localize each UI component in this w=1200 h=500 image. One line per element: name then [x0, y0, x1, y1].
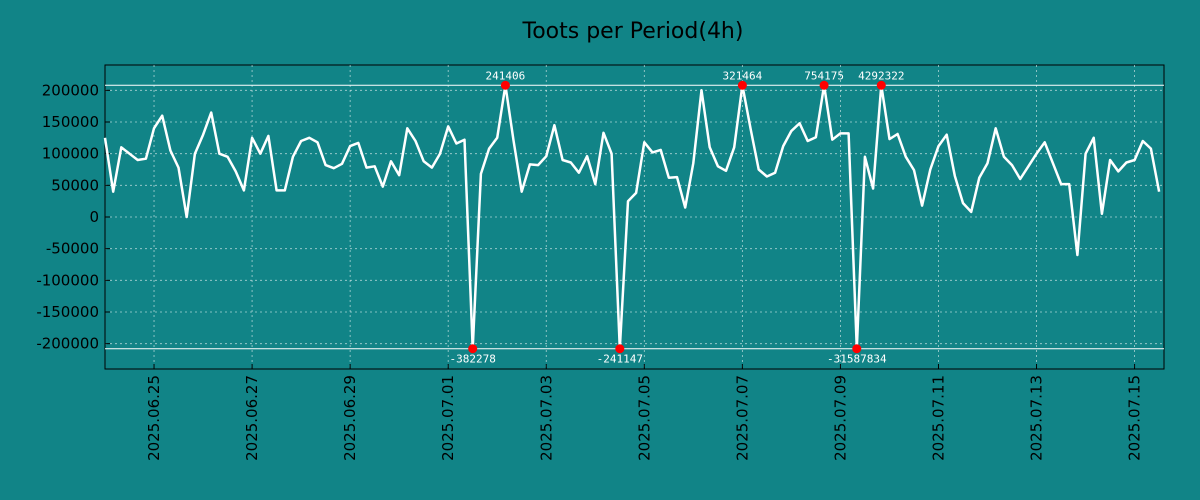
peak-label: 4292322: [858, 69, 904, 82]
chart-title: Toots per Period(4h): [522, 19, 744, 44]
x-tick-label: 2025.07.13: [1028, 375, 1046, 461]
x-axis: 2025.06.25 2025.06.27 2025.06.29 2025.07.01…: [145, 364, 1144, 461]
x-tick-label: 2025.06.25: [145, 375, 163, 461]
peak-label: 241406: [486, 69, 526, 82]
peak-marker: [819, 80, 829, 90]
y-tick-label: -100000: [36, 271, 99, 289]
y-tick-label: -150000: [36, 303, 99, 321]
y-axis: -200000 -150000 -100000 -50000 0 50000 100000 1…: [36, 81, 110, 353]
peak-label: -382278: [450, 353, 496, 366]
y-tick-label: 50000: [51, 176, 99, 194]
peak-label: -241147: [597, 353, 643, 366]
x-tick-label: 2025.06.29: [341, 375, 359, 461]
peak-markers: -382278 241406 -241147 321464 754175 -3158783…: [450, 69, 905, 365]
peak-label: 321464: [722, 69, 762, 82]
peak-marker: [468, 344, 478, 354]
peak-label: 754175: [804, 69, 844, 82]
y-tick-label: 200000: [42, 81, 99, 99]
x-tick-label: 2025.07.05: [635, 375, 653, 461]
peak-label: -31587834: [827, 353, 887, 366]
x-tick-label: 2025.07.11: [929, 375, 947, 461]
clip-lines: [105, 84, 1164, 350]
series-line-toots: [103, 84, 1161, 350]
y-tick-label: 0: [89, 208, 99, 226]
x-tick-label: 2025.07.09: [831, 375, 849, 461]
y-tick-label: -50000: [46, 240, 99, 258]
peak-marker: [737, 80, 747, 90]
x-tick-label: 2025.07.15: [1126, 375, 1144, 461]
series-group: [103, 84, 1161, 350]
y-tick-label: 100000: [42, 145, 99, 163]
peak-marker: [615, 344, 625, 354]
x-tick-label: 2025.07.03: [537, 375, 555, 461]
peak-marker: [876, 80, 886, 90]
x-tick-label: 2025.07.07: [733, 375, 751, 461]
x-tick-label: 2025.06.27: [243, 375, 261, 461]
grid-lines: [105, 65, 1164, 369]
y-tick-label: -200000: [36, 335, 99, 353]
x-tick-label: 2025.07.01: [439, 375, 457, 461]
y-tick-label: 150000: [42, 113, 99, 131]
peak-marker: [852, 344, 862, 354]
peak-marker: [500, 80, 510, 90]
